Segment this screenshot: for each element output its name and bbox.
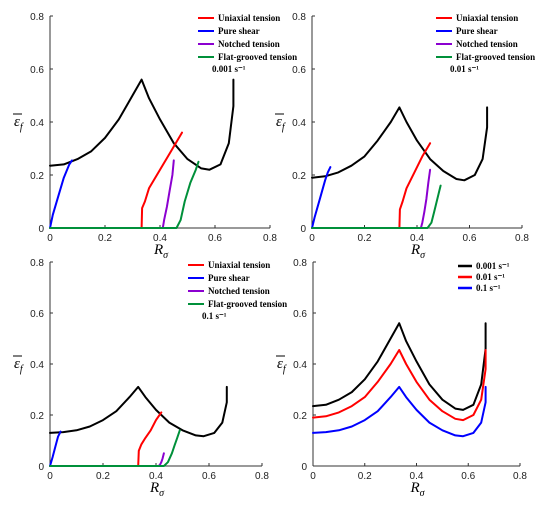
- series-line-0: [312, 107, 487, 180]
- y-axis-label: εf: [277, 356, 287, 375]
- y-tick-label: 0.6: [30, 65, 44, 76]
- y-tick-label: 0: [38, 462, 44, 473]
- legend-label: Pure shear: [456, 26, 498, 36]
- y-tick-label: 0.4: [30, 118, 44, 129]
- y-tick-label: 0.8: [30, 12, 44, 23]
- x-tick-label: 0.8: [515, 233, 529, 244]
- x-tick-label: 0.6: [208, 233, 222, 244]
- y-tick-label: 0.8: [293, 258, 307, 269]
- legend-label: Flat-grooved tension: [456, 52, 535, 62]
- x-tick-label: 0: [310, 471, 316, 482]
- legend-label: Uniaxial tension: [218, 13, 280, 23]
- strain-rate-annotation: 0.1 s⁻¹: [202, 311, 227, 321]
- x-tick-label: 0.8: [513, 471, 527, 482]
- legend-label: Uniaxial tension: [456, 13, 518, 23]
- y-tick-label: 0.2: [292, 171, 306, 182]
- y-axis-label: εf: [14, 356, 24, 375]
- x-tick-label: 0.6: [463, 233, 477, 244]
- legend-label: Pure shear: [218, 26, 260, 36]
- series-line-4: [50, 162, 199, 228]
- y-tick-label: 0.6: [30, 309, 44, 320]
- legend-label: Notched tension: [456, 39, 518, 49]
- legend-label: Flat-grooved tension: [218, 52, 297, 62]
- legend-label: 0.001 s⁻¹: [476, 261, 510, 271]
- series-line-1: [50, 412, 161, 466]
- legend-label: 0.01 s⁻¹: [476, 272, 505, 282]
- x-tick-label: 0: [309, 233, 315, 244]
- y-tick-label: 0.2: [30, 171, 44, 182]
- y-tick-label: 0: [301, 462, 307, 473]
- series-line-1: [312, 143, 430, 228]
- y-tick-label: 0.8: [30, 258, 44, 269]
- x-tick-label: 0.6: [461, 471, 475, 482]
- series-line-3: [407, 170, 431, 228]
- y-tick-label: 0.8: [292, 12, 306, 23]
- y-tick-label: 0.2: [293, 411, 307, 422]
- legend-label: Pure shear: [208, 273, 250, 283]
- series-line-4: [312, 186, 441, 228]
- x-tick-label: 0.2: [358, 233, 372, 244]
- series-line-4: [50, 430, 180, 466]
- legend-label: Notched tension: [208, 286, 270, 296]
- y-tick-label: 0.2: [30, 411, 44, 422]
- y-axis-label: εf: [14, 114, 24, 133]
- x-axis-label: Rσ: [153, 242, 169, 261]
- y-tick-label: 0.4: [292, 118, 306, 129]
- series-line-0: [313, 323, 486, 410]
- series-line-0: [50, 387, 227, 436]
- y-tick-label: 0: [38, 224, 44, 235]
- x-tick-label: 0.2: [96, 471, 110, 482]
- y-tick-label: 0.4: [293, 360, 307, 371]
- x-axis-label: Rσ: [410, 242, 426, 261]
- y-axis-label: εf: [276, 114, 286, 133]
- series-line-0: [50, 80, 233, 170]
- x-tick-label: 0.6: [202, 471, 216, 482]
- series-line-1: [50, 133, 182, 228]
- y-tick-label: 0.6: [293, 309, 307, 320]
- legend-label: Notched tension: [218, 39, 280, 49]
- series-line-2: [50, 432, 61, 466]
- x-tick-label: 0: [47, 233, 53, 244]
- y-tick-label: 0: [300, 224, 306, 235]
- x-axis-label: Rσ: [149, 480, 165, 499]
- series-line-3: [145, 453, 164, 466]
- x-tick-label: 0.2: [358, 471, 372, 482]
- x-tick-label: 0.8: [263, 233, 277, 244]
- legend-label: 0.1 s⁻¹: [476, 283, 501, 293]
- legend-label: Uniaxial tension: [208, 260, 270, 270]
- x-axis-label: Rσ: [410, 480, 426, 499]
- y-tick-label: 0.4: [30, 360, 44, 371]
- strain-rate-annotation: 0.01 s⁻¹: [450, 64, 479, 74]
- x-tick-label: 0.8: [255, 471, 269, 482]
- series-line-2: [50, 160, 72, 228]
- y-tick-label: 0.6: [292, 65, 306, 76]
- x-tick-label: 0: [47, 471, 53, 482]
- legend-label: Flat-grooved tension: [208, 299, 287, 309]
- strain-rate-annotation: 0.001 s⁻¹: [212, 64, 246, 74]
- x-tick-label: 0.2: [98, 233, 112, 244]
